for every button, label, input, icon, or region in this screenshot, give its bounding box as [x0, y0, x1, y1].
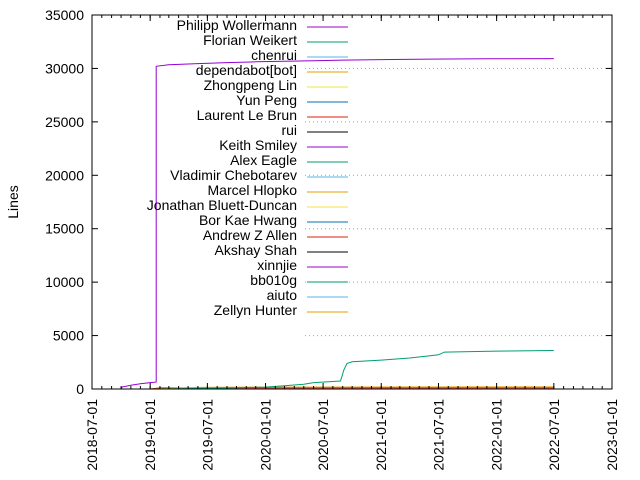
legend-label: bb010g: [250, 272, 297, 288]
legend-label: Laurent Le Brun: [197, 107, 297, 123]
legend-label: Zhongpeng Lin: [204, 77, 297, 93]
legend-label: Marcel Hlopko: [208, 182, 298, 198]
y-tick-label: 30000: [45, 60, 84, 76]
legend-label: Jonathan Bluett-Duncan: [147, 197, 297, 213]
legend-label: Zellyn Hunter: [214, 302, 298, 318]
legend-label: Yun Peng: [236, 92, 297, 108]
x-tick-label: 2022-07-01: [546, 399, 562, 471]
y-tick-label: 0: [76, 381, 84, 397]
x-tick-label: 2020-01-01: [258, 399, 274, 471]
x-tick-label: 2021-01-01: [373, 399, 389, 471]
y-tick-label: 35000: [45, 7, 84, 23]
legend-label: Akshay Shah: [215, 242, 298, 258]
legend-label: Andrew Z Allen: [203, 227, 297, 243]
series-line: [150, 350, 554, 390]
legend-label: Keith Smiley: [219, 137, 297, 153]
legend-label: xinnjie: [257, 257, 297, 273]
legend-label: rui: [281, 122, 297, 138]
y-tick-label: 15000: [45, 221, 84, 237]
series-lines: [120, 58, 554, 390]
grid-lines: [305, 67, 612, 337]
x-tick-label: 2019-07-01: [199, 399, 215, 471]
y-tick-label: 20000: [45, 167, 84, 183]
x-tick-label: 2022-01-01: [489, 399, 505, 471]
legend-label: Bor Kae Hwang: [199, 212, 297, 228]
x-tick-label: 2018-07-01: [84, 399, 100, 471]
y-tick-label: 25000: [45, 114, 84, 130]
legend-label: chenrui: [251, 47, 297, 63]
legend-label: Florian Weikert: [203, 32, 297, 48]
axis-ticks: 0 5000 10000 15000 20000 25000 30000 35000 2018-…: [45, 7, 620, 471]
x-tick-label: 2019-01-01: [142, 399, 158, 471]
y-tick-label: 10000: [45, 274, 84, 290]
series-line: [120, 58, 554, 390]
x-tick-label: 2020-07-01: [315, 399, 331, 471]
legend-label: Philipp Wollermann: [177, 17, 297, 33]
y-axis-title: Lines: [5, 185, 21, 218]
legend-label: Vladimir Chebotarev: [170, 167, 297, 183]
x-tick-label: 2021-07-01: [430, 399, 446, 471]
legend-label: Alex Eagle: [230, 152, 297, 168]
x-tick-label: 2023-01-01: [604, 399, 620, 471]
legend-label: aiuto: [267, 287, 298, 303]
legend-label: dependabot[bot]: [196, 62, 297, 78]
y-tick-label: 5000: [53, 328, 84, 344]
